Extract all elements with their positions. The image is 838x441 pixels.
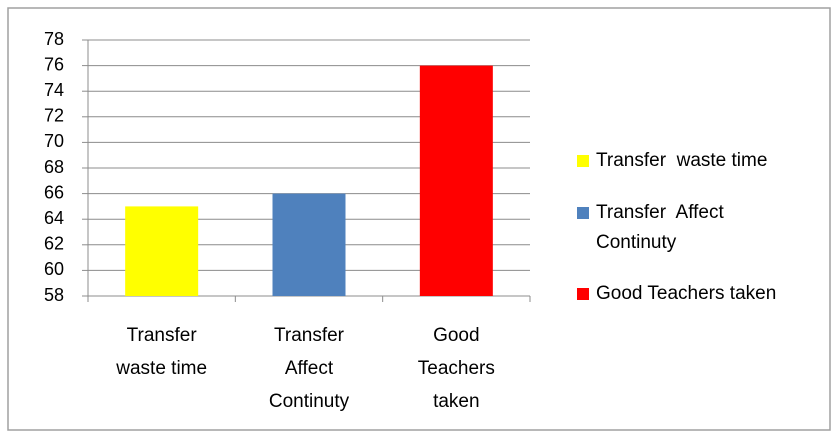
legend-swatch bbox=[577, 207, 589, 219]
legend-swatch bbox=[577, 288, 589, 300]
y-tick-label: 74 bbox=[44, 80, 64, 100]
y-tick-label: 60 bbox=[44, 259, 64, 279]
y-tick-label: 58 bbox=[44, 285, 64, 305]
legend-label: Transfer waste time bbox=[596, 150, 768, 171]
x-tick-label: Good Teachers taken bbox=[417, 325, 495, 412]
y-tick-label: 70 bbox=[44, 131, 64, 151]
bar bbox=[125, 206, 199, 296]
y-tick-label: 68 bbox=[44, 157, 64, 177]
y-tick-label: 66 bbox=[44, 182, 64, 202]
x-tick-label: Transfer waste time bbox=[116, 325, 208, 379]
y-tick-label: 62 bbox=[44, 234, 64, 254]
y-tick-label: 72 bbox=[44, 106, 64, 126]
y-tick-label: 76 bbox=[44, 54, 64, 74]
legend-swatch bbox=[577, 155, 589, 167]
bar bbox=[419, 65, 493, 296]
y-tick-label: 78 bbox=[44, 29, 64, 49]
bar bbox=[272, 193, 346, 296]
legend-label: Transfer Affect Continuty bbox=[596, 202, 730, 253]
legend-label: Good Teachers taken bbox=[596, 283, 777, 304]
x-tick-label: Transfer Affect Continuty bbox=[268, 325, 350, 412]
y-tick-label: 64 bbox=[44, 208, 64, 228]
